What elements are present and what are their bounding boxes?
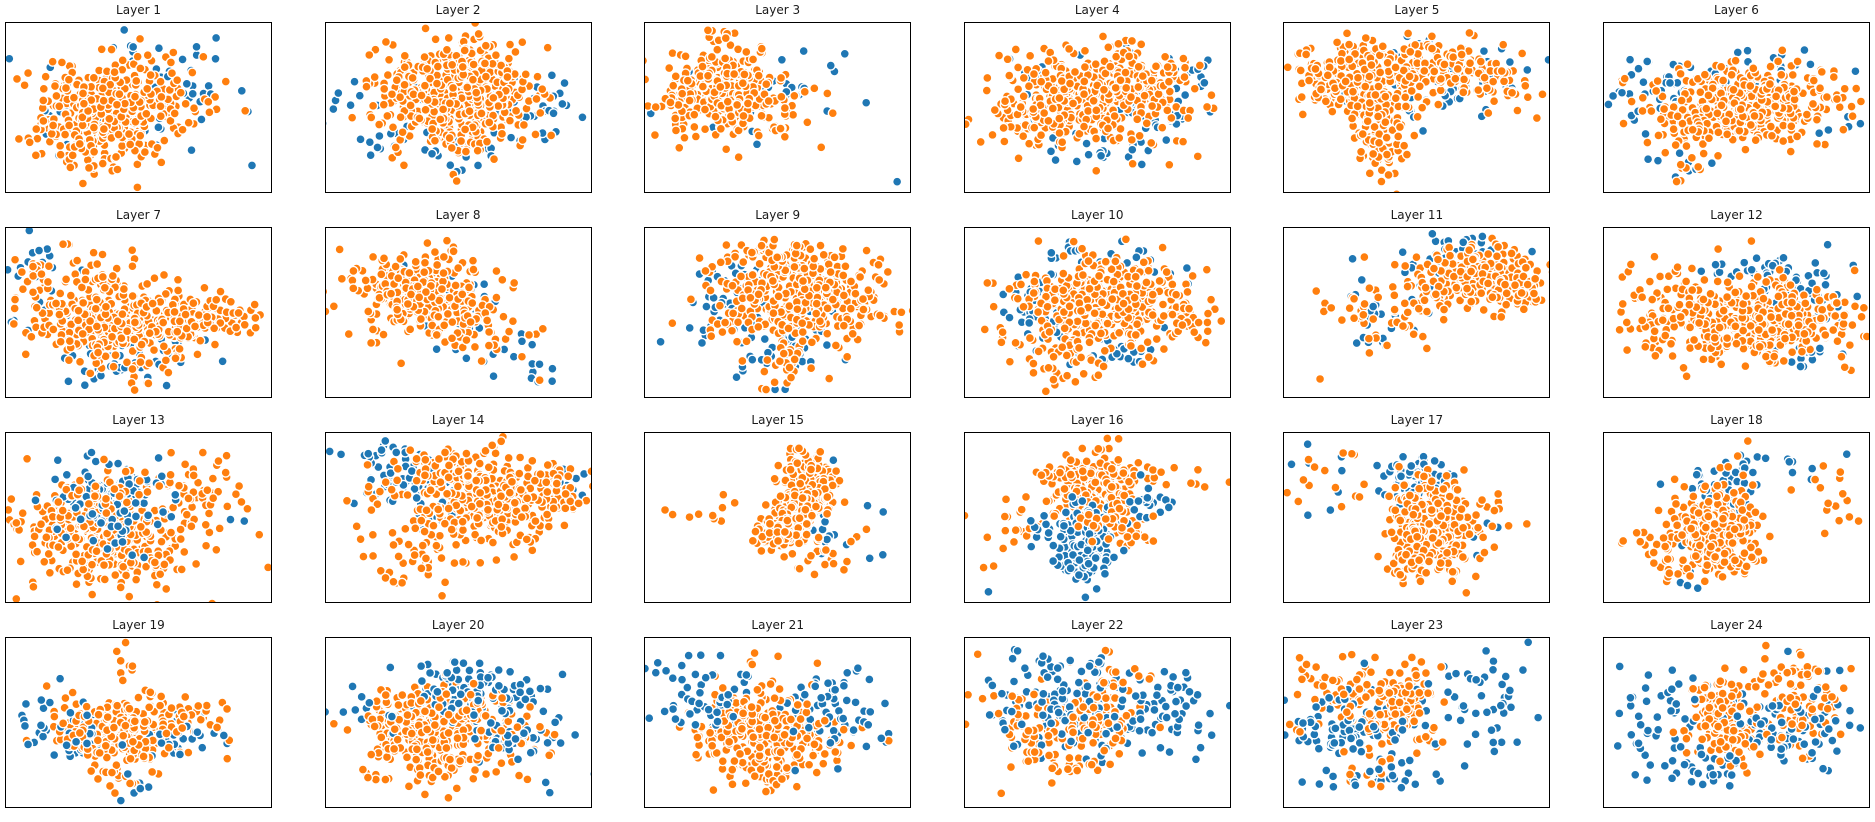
plot-area — [324, 637, 592, 808]
plot-area — [963, 432, 1231, 603]
plot-area — [644, 227, 912, 398]
plot-area — [1602, 227, 1870, 398]
scatter-panel: Layer 5 — [1283, 2, 1551, 193]
panel-title: Layer 8 — [435, 208, 481, 222]
scatter-canvas — [645, 638, 911, 807]
scatter-canvas — [325, 23, 591, 192]
plot-area — [963, 227, 1231, 398]
scatter-panel: Layer 7 — [5, 207, 272, 398]
plot-area — [5, 637, 272, 808]
scatter-canvas — [1603, 23, 1869, 192]
scatter-panel: Layer 3 — [644, 2, 912, 193]
plot-area — [324, 227, 592, 398]
scatter-panel: Layer 2 — [324, 2, 592, 193]
scatter-canvas — [1603, 228, 1869, 397]
scatter-canvas — [645, 433, 911, 602]
scatter-panel: Layer 10 — [963, 207, 1231, 398]
scatter-panel: Layer 23 — [1283, 617, 1551, 808]
scatter-panel: Layer 1 — [5, 2, 272, 193]
panel-title: Layer 6 — [1714, 3, 1759, 17]
scatter-canvas — [1603, 433, 1869, 602]
plot-area — [5, 227, 272, 398]
scatter-canvas — [964, 23, 1230, 192]
scatter-panel: Layer 20 — [324, 617, 592, 808]
scatter-canvas — [964, 433, 1230, 602]
panel-title: Layer 7 — [116, 208, 161, 222]
scatter-canvas — [1284, 433, 1550, 602]
scatter-canvas — [325, 228, 591, 397]
plot-area — [644, 637, 912, 808]
scatter-panel: Layer 19 — [5, 617, 272, 808]
panel-title: Layer 16 — [1071, 413, 1124, 427]
scatter-canvas — [645, 228, 911, 397]
scatter-panel: Layer 18 — [1602, 412, 1870, 603]
panel-title: Layer 1 — [116, 3, 161, 17]
plot-area — [1283, 432, 1551, 603]
panel-title: Layer 2 — [435, 3, 481, 17]
plot-area — [1283, 637, 1551, 808]
scatter-panel: Layer 13 — [5, 412, 272, 603]
panel-title: Layer 21 — [751, 618, 804, 632]
scatter-panel: Layer 11 — [1283, 207, 1551, 398]
plot-area — [1283, 22, 1551, 193]
scatter-panel: Layer 9 — [644, 207, 912, 398]
scatter-panel: Layer 4 — [963, 2, 1231, 193]
scatter-canvas — [1603, 638, 1869, 807]
scatter-canvas — [325, 638, 591, 807]
panel-title: Layer 22 — [1071, 618, 1124, 632]
scatter-panel: Layer 22 — [963, 617, 1231, 808]
panel-title: Layer 11 — [1390, 208, 1444, 222]
scatter-canvas — [1284, 23, 1550, 192]
scatter-panel: Layer 24 — [1602, 617, 1870, 808]
panel-title: Layer 14 — [431, 413, 485, 427]
panel-title: Layer 20 — [431, 618, 485, 632]
scatter-canvas — [325, 433, 591, 602]
panel-title: Layer 13 — [112, 413, 165, 427]
plot-area — [1602, 22, 1870, 193]
panel-title: Layer 19 — [112, 618, 165, 632]
panel-title: Layer 24 — [1710, 618, 1763, 632]
plot-area — [324, 22, 592, 193]
scatter-canvas — [964, 228, 1230, 397]
panel-title: Layer 17 — [1390, 413, 1444, 427]
plot-area — [963, 637, 1231, 808]
panel-title: Layer 23 — [1390, 618, 1444, 632]
scatter-canvas — [645, 23, 911, 192]
plot-area — [5, 432, 272, 603]
panel-title: Layer 15 — [751, 413, 804, 427]
scatter-panel: Layer 16 — [963, 412, 1231, 603]
scatter-canvas — [964, 638, 1230, 807]
panel-title: Layer 9 — [755, 208, 801, 222]
scatter-canvas — [1284, 228, 1550, 397]
scatter-canvas — [6, 638, 271, 807]
panel-title: Layer 10 — [1071, 208, 1124, 222]
scatter-canvas — [6, 23, 271, 192]
plot-area — [1602, 637, 1870, 808]
scatter-panel: Layer 12 — [1602, 207, 1870, 398]
scatter-panel: Layer 14 — [324, 412, 592, 603]
plot-area — [963, 22, 1231, 193]
scatter-canvas — [6, 433, 271, 602]
panel-title: Layer 3 — [755, 3, 801, 17]
plot-area — [1602, 432, 1870, 603]
panel-title: Layer 5 — [1394, 3, 1440, 17]
plot-area — [324, 432, 592, 603]
scatter-canvas — [1284, 638, 1550, 807]
scatter-panel: Layer 17 — [1283, 412, 1551, 603]
scatter-panel: Layer 21 — [644, 617, 912, 808]
plot-area — [644, 432, 912, 603]
scatter-canvas — [6, 228, 271, 397]
scatter-panel: Layer 6 — [1602, 2, 1870, 193]
panel-title: Layer 12 — [1710, 208, 1763, 222]
plot-area — [644, 22, 912, 193]
plot-area — [5, 22, 272, 193]
plot-area — [1283, 227, 1551, 398]
panel-title: Layer 4 — [1074, 3, 1120, 17]
panel-title: Layer 18 — [1710, 413, 1763, 427]
scatter-panel: Layer 8 — [324, 207, 592, 398]
scatter-panel: Layer 15 — [644, 412, 912, 603]
